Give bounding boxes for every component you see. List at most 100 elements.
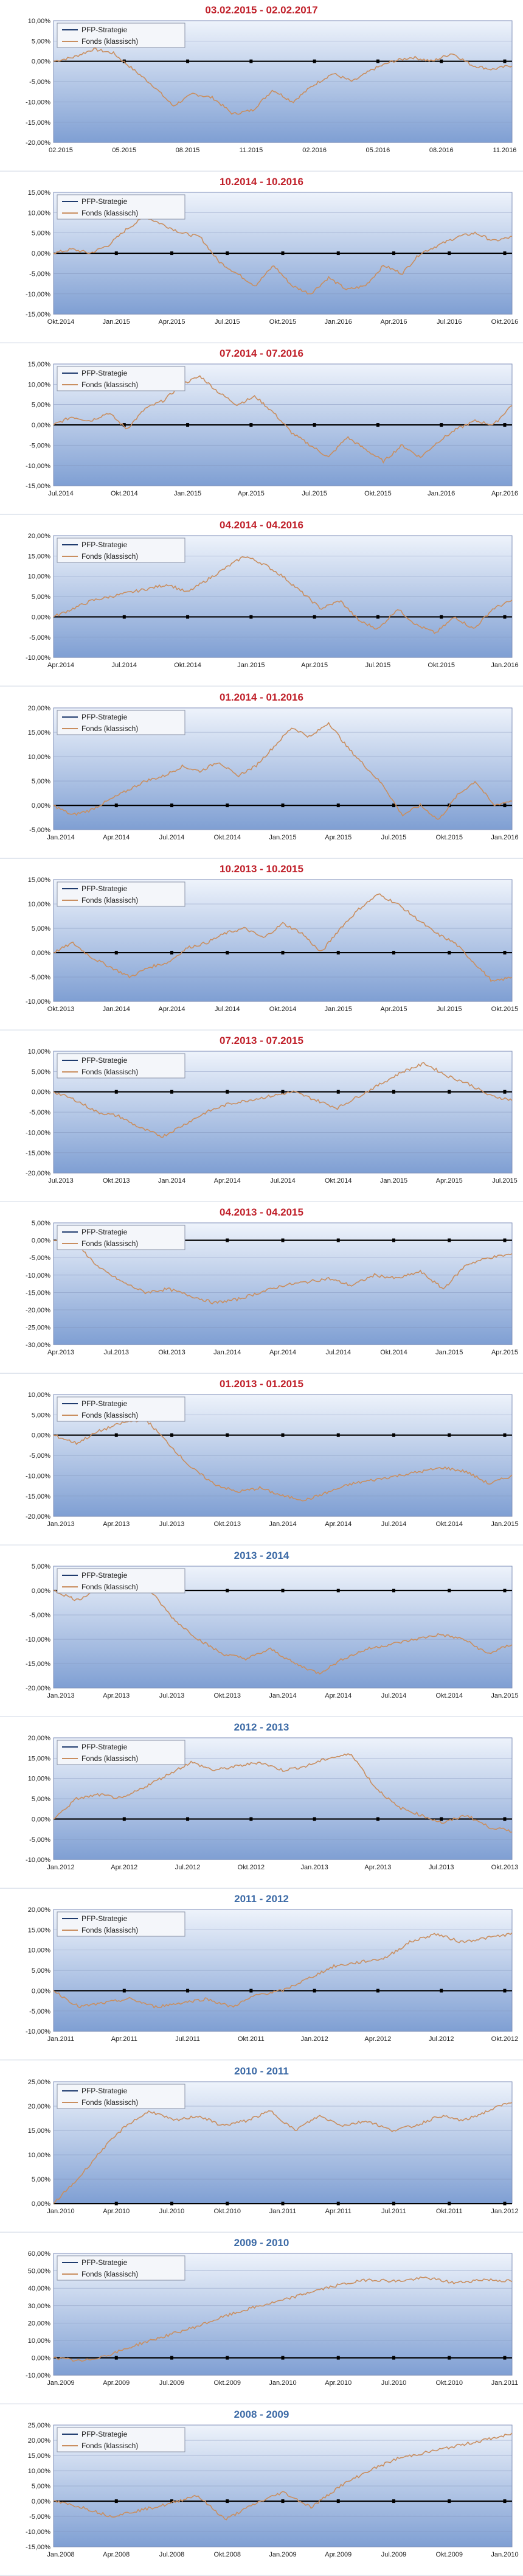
x-tick-label: Jul.2013 <box>159 1521 185 1528</box>
series-pfp-marker <box>392 2499 395 2503</box>
x-tick-label: Jan.2016 <box>491 662 518 670</box>
y-tick-label: 0,00% <box>32 2354 50 2362</box>
chart-title: 10.2013 - 10.2015 <box>220 863 303 875</box>
y-tick-label: -5,00% <box>29 1255 50 1262</box>
x-tick-label: Okt.2009 <box>435 2551 463 2558</box>
x-tick-label: Jul.2013 <box>429 1864 454 1871</box>
y-tick-label: 5,00% <box>32 1220 50 1227</box>
legend-label-fonds: Fonds (klassisch) <box>81 209 138 217</box>
x-tick-label: Jul.2012 <box>175 1864 201 1871</box>
y-tick-label: -10,00% <box>26 2529 50 2536</box>
chart-panel: 2009 - 2010 60,00% 50,00% 40,00% 30,00% 20,00… <box>0 2237 523 2404</box>
chart-panel: 04.2014 - 04.2016 20,00% 15,00% 10,00% 5,00%… <box>0 519 523 687</box>
x-tick-label: Apr.2009 <box>325 2551 352 2558</box>
series-pfp-marker <box>281 2356 285 2360</box>
legend-label-fonds: Fonds (klassisch) <box>81 1239 138 1248</box>
x-tick-label: Jan.2012 <box>301 2036 328 2043</box>
series-pfp-marker <box>336 2499 340 2503</box>
chart-panel: 01.2013 - 01.2015 10,00% 5,00% 0,00% -5,00% -… <box>0 1378 523 1545</box>
x-tick-label: Okt.2012 <box>238 1864 265 1871</box>
series-pfp-marker <box>440 423 443 427</box>
x-tick-label: Jul.2014 <box>325 1349 351 1356</box>
y-tick-label: 0,00% <box>32 1432 50 1440</box>
series-fonds-line <box>53 2432 513 2521</box>
legend-label-fonds: Fonds (klassisch) <box>81 724 138 733</box>
x-tick-label: Okt.2014 <box>380 1349 407 1356</box>
y-tick-label: 30,00% <box>28 2302 50 2309</box>
legend-label-fonds: Fonds (klassisch) <box>81 1583 138 1591</box>
series-fonds-line <box>53 1753 513 1833</box>
y-tick-label: 15,00% <box>28 1927 50 1934</box>
series-pfp-marker <box>114 1433 118 1437</box>
y-tick-label: 0,00% <box>32 802 50 810</box>
series-pfp-marker <box>448 2499 451 2503</box>
x-tick-label: Jan.2016 <box>428 490 455 497</box>
x-tick-label: 11.2016 <box>493 147 517 154</box>
x-tick-label: Jul.2014 <box>215 1006 240 1013</box>
legend-label-fonds: Fonds (klassisch) <box>81 2270 138 2278</box>
series-pfp-marker <box>249 1817 253 1821</box>
legend: PFP-Strategie Fonds (klassisch) <box>57 1053 185 1079</box>
y-tick-label: 0,00% <box>32 1988 50 1995</box>
y-tick-label: 20,00% <box>28 1735 50 1742</box>
x-tick-label: Jul.2015 <box>381 834 407 841</box>
y-tick-label: -15,00% <box>26 1150 50 1157</box>
series-pfp-marker <box>114 2356 118 2360</box>
x-tick-label: Okt.2013 <box>103 1177 130 1185</box>
series-pfp-marker <box>503 251 507 256</box>
series-pfp-marker <box>448 2201 451 2205</box>
series-fonds-line <box>53 2102 513 2204</box>
y-tick-label: -10,00% <box>26 2372 50 2379</box>
series-fonds-line <box>53 721 513 820</box>
x-tick-label: Jul.2015 <box>302 490 327 497</box>
x-tick-label: Jan.2015 <box>491 1692 518 1699</box>
x-tick-label: Apr.2015 <box>491 1349 518 1356</box>
chart-panel: 2010 - 2011 25,00% 20,00% 15,00% 10,00% 5,00%… <box>0 2065 523 2233</box>
series-pfp-marker <box>122 1817 126 1821</box>
series-pfp-marker <box>503 1817 507 1821</box>
y-tick-label: -10,00% <box>26 2029 50 2036</box>
x-tick-label: Jan.2015 <box>237 662 265 670</box>
legend-label-fonds: Fonds (klassisch) <box>81 380 138 389</box>
x-tick-label: 02.2016 <box>302 147 327 154</box>
x-tick-label: Okt.2015 <box>491 1006 519 1013</box>
legend-label-fonds: Fonds (klassisch) <box>81 1068 138 1076</box>
x-tick-label: Jan.2010 <box>491 2551 518 2558</box>
y-tick-label: -5,00% <box>29 79 50 86</box>
series-pfp-marker <box>503 950 507 954</box>
series-pfp-marker <box>392 950 395 954</box>
chart-panel: 2012 - 2013 20,00% 15,00% 10,00% 5,00% 0,00% -… <box>0 1721 523 1889</box>
series-pfp-marker <box>249 615 253 619</box>
chart-title: 10.2014 - 10.2016 <box>220 176 303 187</box>
series-pfp-marker <box>336 251 340 256</box>
y-tick-label: 15,00% <box>28 189 50 197</box>
x-tick-label: Okt.2016 <box>491 318 519 326</box>
legend-label-fonds: Fonds (klassisch) <box>81 1411 138 1419</box>
chart-panel: 07.2014 - 07.2016 15,00% 10,00% 5,00% 0,00% -… <box>0 348 523 515</box>
series-pfp-marker <box>313 1817 316 1821</box>
series-pfp-marker <box>503 803 507 807</box>
x-tick-label: Jan.2015 <box>269 834 296 841</box>
x-tick-label: Apr.2013 <box>103 1521 130 1528</box>
y-tick-label: 10,00% <box>28 2152 50 2159</box>
y-tick-label: -20,00% <box>26 1685 50 1692</box>
y-tick-label: -5,00% <box>29 1612 50 1619</box>
legend-label-fonds: Fonds (klassisch) <box>81 1754 138 1763</box>
x-tick-label: Jul.2015 <box>437 1006 462 1013</box>
legend-label-fonds: Fonds (klassisch) <box>81 896 138 905</box>
x-tick-label: Jan.2014 <box>213 1349 241 1356</box>
y-tick-label: -10,00% <box>26 99 50 106</box>
y-tick-label: 20,00% <box>28 1906 50 1914</box>
x-tick-label: Apr.2015 <box>381 1006 407 1013</box>
legend-label-fonds: Fonds (klassisch) <box>81 1926 138 1934</box>
series-pfp-marker <box>170 2201 174 2205</box>
y-tick-label: -5,00% <box>29 634 50 642</box>
y-tick-label: -20,00% <box>26 1307 50 1314</box>
x-tick-label: Okt.2014 <box>269 1006 297 1013</box>
chart-panel: 10.2014 - 10.2016 15,00% 10,00% 5,00% 0,00% -… <box>0 176 523 343</box>
legend-label-pfp: PFP-Strategie <box>81 1056 128 1065</box>
chart-panel: 2011 - 2012 20,00% 15,00% 10,00% 5,00% 0,00% -… <box>0 1893 523 2061</box>
x-tick-label: Okt.2008 <box>213 2551 241 2558</box>
x-tick-label: Okt.2010 <box>213 2208 241 2215</box>
chart-title: 2013 - 2014 <box>234 1550 289 1561</box>
